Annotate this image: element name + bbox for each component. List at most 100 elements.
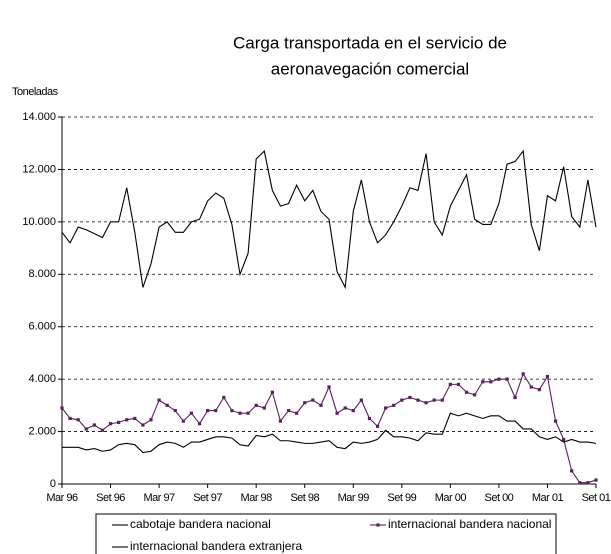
y-tick-label: 10.000 (22, 216, 56, 228)
point-marker (319, 403, 323, 407)
x-tick-label: Set 00 (485, 492, 514, 504)
point-marker (359, 398, 363, 402)
point-marker (400, 398, 404, 402)
point-marker (68, 416, 72, 421)
x-tick-label: Set 99 (387, 492, 416, 504)
point-marker (189, 411, 194, 415)
point-marker (343, 406, 347, 410)
point-marker (157, 398, 161, 402)
x-tick-label: Mar 00 (435, 492, 467, 504)
point-marker (473, 393, 477, 397)
x-tick-label: Mar 01 (532, 492, 564, 504)
point-marker (570, 469, 574, 473)
point-marker (133, 416, 137, 421)
point-marker (206, 409, 210, 413)
x-tick-label: Set 96 (96, 492, 125, 504)
y-axis-label: Toneladas (12, 86, 59, 98)
point-marker (562, 437, 566, 442)
point-marker (125, 418, 129, 422)
point-marker (578, 481, 582, 485)
point-marker (440, 398, 444, 402)
point-marker (181, 419, 185, 423)
point-marker (246, 411, 250, 415)
point-marker (303, 401, 307, 405)
x-tick-label: Set 97 (193, 492, 222, 504)
point-marker (408, 395, 412, 400)
point-marker (505, 377, 509, 381)
point-marker (416, 398, 420, 402)
series-line (62, 412, 597, 454)
point-marker (392, 403, 396, 407)
point-marker (497, 377, 501, 381)
x-tick-label: Mar 96 (46, 492, 78, 504)
point-marker (149, 418, 153, 422)
point-marker (262, 406, 266, 410)
point-marker (295, 411, 299, 415)
point-marker (432, 398, 436, 402)
point-marker (553, 419, 558, 423)
point-marker (311, 398, 315, 402)
chart-title: aeronavegación comercial (271, 59, 469, 78)
point-marker (60, 406, 64, 410)
y-tick-label: 8.000 (28, 268, 56, 280)
point-marker (375, 424, 380, 428)
y-tick-label: 0 (50, 478, 56, 490)
series-line (61, 149, 597, 290)
point-marker (214, 409, 218, 413)
point-marker (327, 385, 331, 389)
point-marker (270, 390, 274, 394)
point-marker (521, 372, 525, 376)
y-tick-label: 12.000 (22, 163, 56, 175)
point-marker (92, 423, 96, 427)
legend-marker (376, 523, 380, 527)
point-marker (367, 416, 372, 421)
y-tick-label: 2.000 (28, 425, 56, 437)
point-marker (481, 380, 485, 384)
point-marker (456, 382, 461, 386)
point-marker (108, 422, 113, 426)
point-marker (117, 420, 121, 424)
point-marker (464, 390, 469, 394)
point-marker (278, 419, 283, 423)
point-marker (165, 403, 169, 407)
y-tick-label: 14.000 (22, 111, 56, 123)
point-marker (351, 409, 355, 413)
x-tick-label: Mar 99 (338, 492, 370, 504)
chart-title: Carga transportada en el servicio de (233, 33, 507, 52)
point-marker (537, 388, 541, 392)
point-marker (76, 418, 80, 422)
legend-box (95, 513, 557, 554)
legend-label: cabotaje bandera nacional (130, 517, 271, 531)
point-marker (230, 409, 234, 413)
point-marker (529, 385, 533, 389)
point-marker (594, 478, 598, 482)
point-marker (197, 422, 202, 426)
point-marker (335, 411, 339, 415)
point-marker (84, 427, 88, 431)
y-tick-label: 6.000 (28, 321, 56, 333)
point-marker (100, 428, 105, 432)
point-marker (222, 395, 226, 400)
point-marker (586, 481, 590, 485)
series-line (61, 372, 597, 484)
legend-label: internacional bandera nacional (388, 517, 551, 531)
point-marker (254, 403, 258, 407)
point-marker (141, 423, 145, 427)
point-marker (489, 380, 493, 384)
legend-label: internacional bandera extranjera (130, 539, 302, 553)
point-marker (513, 395, 517, 400)
point-marker (384, 406, 388, 410)
y-tick-label: 4.000 (28, 373, 56, 385)
point-marker (238, 411, 242, 415)
x-tick-label: Mar 98 (241, 492, 273, 504)
x-tick-label: Mar 97 (143, 492, 175, 504)
point-marker (173, 409, 177, 413)
point-marker (424, 401, 428, 405)
point-marker (448, 382, 452, 386)
point-marker (286, 409, 291, 413)
x-tick-label: Set 01 (582, 492, 611, 504)
point-marker (545, 374, 550, 379)
x-tick-label: Set 98 (290, 492, 319, 504)
